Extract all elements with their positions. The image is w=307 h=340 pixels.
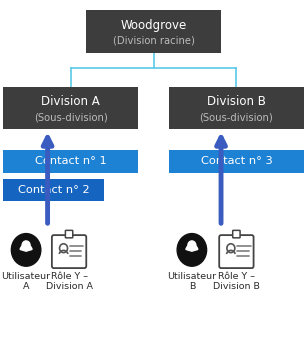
Text: Rôle Y –
Division B: Rôle Y – Division B: [213, 272, 260, 291]
Circle shape: [11, 234, 41, 266]
FancyBboxPatch shape: [3, 150, 138, 173]
Text: Contact n° 2: Contact n° 2: [18, 185, 90, 194]
FancyBboxPatch shape: [169, 87, 304, 129]
FancyBboxPatch shape: [65, 231, 73, 238]
FancyBboxPatch shape: [86, 10, 221, 53]
FancyBboxPatch shape: [219, 235, 254, 268]
Circle shape: [177, 234, 207, 266]
Circle shape: [22, 241, 30, 250]
FancyBboxPatch shape: [169, 150, 304, 173]
Text: (Sous-division): (Sous-division): [200, 112, 273, 122]
Wedge shape: [20, 244, 32, 251]
FancyBboxPatch shape: [52, 235, 86, 268]
Text: (Division racine): (Division racine): [113, 36, 194, 46]
Wedge shape: [186, 244, 198, 251]
Text: Division A: Division A: [41, 95, 100, 108]
Text: Division B: Division B: [207, 95, 266, 108]
Text: Rôle Y –
Division A: Rôle Y – Division A: [45, 272, 93, 291]
Circle shape: [188, 241, 196, 250]
Text: Contact n° 1: Contact n° 1: [35, 156, 107, 167]
Text: (Sous-division): (Sous-division): [34, 112, 107, 122]
FancyBboxPatch shape: [3, 87, 138, 129]
FancyBboxPatch shape: [233, 231, 240, 238]
Text: Utilisateur
A: Utilisateur A: [2, 272, 51, 291]
Text: Utilisateur
B: Utilisateur B: [167, 272, 216, 291]
Text: Contact n° 3: Contact n° 3: [200, 156, 272, 167]
FancyBboxPatch shape: [3, 178, 104, 201]
Text: Woodgrove: Woodgrove: [120, 19, 187, 32]
